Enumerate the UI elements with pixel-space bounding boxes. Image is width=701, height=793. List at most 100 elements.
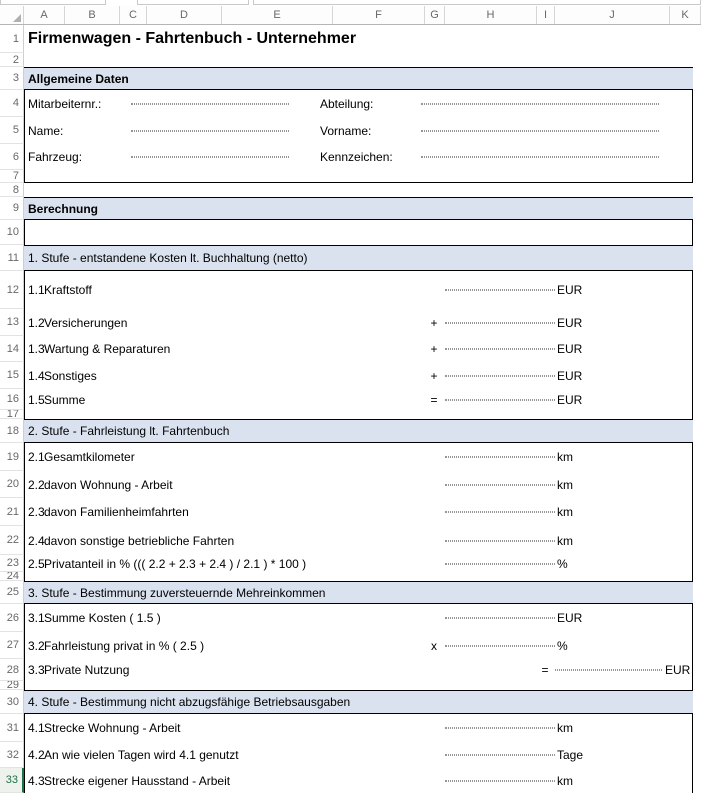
familienheimfahrten-input[interactable]	[445, 511, 555, 513]
row-header-33-active[interactable]: 33	[0, 768, 24, 793]
fahrleistung-privat-input[interactable]	[445, 645, 555, 646]
row-header-22[interactable]: 22	[0, 526, 24, 555]
row-header-25[interactable]: 25	[0, 581, 24, 604]
row-header-17[interactable]: 17	[0, 410, 24, 419]
row-header-21[interactable]: 21	[0, 498, 24, 526]
row-header-23[interactable]: 23	[0, 555, 24, 572]
column-header-d[interactable]: D	[147, 6, 222, 24]
row-header-19[interactable]: 19	[0, 443, 24, 471]
abteilung-input[interactable]	[421, 103, 659, 104]
summe-kosten-input[interactable]	[445, 617, 555, 619]
column-header-h[interactable]: H	[445, 6, 537, 24]
item-label: An wie vielen Tagen wird 4.1 genutzt	[44, 748, 239, 762]
item-label: Fahrleistung privat in % ( 2.5 )	[44, 638, 205, 653]
row-header-26[interactable]: 26	[0, 604, 24, 632]
column-header-c[interactable]: C	[120, 6, 147, 24]
section-header-stufe-4: 4. Stufe - Bestimmung nicht abzugsfähige…	[24, 690, 693, 714]
row-header-7[interactable]: 7	[0, 170, 24, 183]
row-header-15[interactable]: 15	[0, 362, 24, 389]
calc-row-4-1: 4.1 Strecke Wohnung - Arbeit km	[24, 714, 693, 742]
name-box[interactable]	[0, 0, 106, 5]
kennzeichen-input[interactable]	[421, 156, 659, 158]
row-header-27[interactable]: 27	[0, 632, 24, 659]
row-header-2[interactable]: 2	[0, 53, 24, 67]
item-number: 1.5	[28, 392, 45, 407]
row-header-20[interactable]: 20	[0, 471, 24, 498]
row-header-6[interactable]: 6	[0, 144, 24, 170]
row-header-29[interactable]: 29	[0, 681, 24, 690]
row-header-16[interactable]: 16	[0, 389, 24, 410]
item-label: Strecke eigener Hausstand - Arbeit	[44, 773, 231, 788]
row-header-12[interactable]: 12	[0, 271, 24, 309]
strecke-wohnung-arbeit-input[interactable]	[445, 727, 555, 729]
row-header-8[interactable]: 8	[0, 183, 24, 197]
unit-label: EUR	[557, 392, 583, 407]
versicherungen-input[interactable]	[445, 322, 555, 323]
private-nutzung-input[interactable]	[555, 669, 662, 671]
vorname-input[interactable]	[421, 130, 659, 131]
calc-row-1-5: 1.5 Summe = EUR	[24, 389, 693, 410]
column-header-e[interactable]: E	[222, 6, 333, 24]
operator: +	[430, 342, 438, 356]
sonstiges-input[interactable]	[445, 375, 555, 376]
section-header-stufe-3: 3. Stufe - Bestimmung zuversteuernde Meh…	[24, 581, 693, 604]
unit-label: km	[557, 773, 573, 788]
item-number: 3.3	[28, 663, 45, 677]
operator: x	[431, 638, 437, 653]
row-header-4[interactable]: 4	[0, 90, 24, 117]
row-header-9[interactable]: 9	[0, 197, 24, 220]
item-number: 4.1	[28, 721, 45, 735]
column-header-f[interactable]: F	[333, 6, 425, 24]
betriebliche-fahrten-input[interactable]	[445, 540, 555, 541]
row-header-31[interactable]: 31	[0, 714, 24, 742]
row-header-11[interactable]: 11	[0, 245, 24, 271]
row-header-5[interactable]: 5	[0, 117, 24, 144]
row-header-24[interactable]: 24	[0, 572, 24, 581]
row-header-32[interactable]: 32	[0, 742, 24, 768]
fahrzeug-input[interactable]	[131, 156, 289, 158]
row-header-13[interactable]: 13	[0, 309, 24, 336]
column-header-i[interactable]: I	[537, 6, 555, 24]
item-label: Private Nutzung	[44, 663, 130, 677]
privatanteil-input[interactable]	[445, 563, 555, 564]
row-header-14[interactable]: 14	[0, 336, 24, 362]
row-header-30[interactable]: 30	[0, 690, 24, 714]
calc-row-2-3: 2.3 davon Familienheimfahrten km	[24, 498, 693, 526]
gesamtkilometer-input[interactable]	[445, 456, 555, 458]
tage-genutzt-input[interactable]	[445, 754, 555, 756]
item-number: 3.2	[28, 638, 45, 653]
column-header-b[interactable]: B	[65, 6, 120, 24]
kraftstoff-input[interactable]	[445, 289, 555, 291]
row-header-18[interactable]: 18	[0, 419, 24, 443]
name-input[interactable]	[131, 130, 289, 131]
wartung-input[interactable]	[445, 348, 555, 350]
row-header-28[interactable]: 28	[0, 659, 24, 681]
section-header-stufe-2: 2. Stufe - Fahrleistung lt. Fahrtenbuch	[24, 419, 693, 443]
unit-label: EUR	[557, 342, 583, 356]
column-header-a[interactable]: A	[24, 6, 65, 24]
strecke-hausstand-arbeit-input[interactable]	[445, 780, 555, 781]
item-number: 2.5	[28, 556, 45, 571]
fahrzeug-label: Fahrzeug:	[28, 150, 83, 164]
unit-label: EUR	[557, 315, 583, 330]
summe-input[interactable]	[445, 399, 555, 400]
insert-function-box[interactable]	[137, 0, 249, 5]
select-all-corner[interactable]	[0, 6, 24, 24]
item-number: 2.2	[28, 477, 45, 492]
row-header-10[interactable]: 10	[0, 220, 24, 245]
calc-row-3-1: 3.1 Summe Kosten ( 1.5 ) EUR	[24, 604, 693, 632]
calc-row-4-3: 4.3 Strecke eigener Hausstand - Arbeit k…	[24, 768, 693, 793]
formula-bar[interactable]	[253, 0, 701, 5]
column-header-k[interactable]: K	[670, 6, 701, 24]
select-all-icon	[13, 14, 21, 22]
row-header-3[interactable]: 3	[0, 67, 24, 90]
column-header-j[interactable]: J	[555, 6, 670, 24]
wohnung-arbeit-input[interactable]	[445, 484, 555, 485]
item-number: 2.4	[28, 533, 45, 548]
row-header-1[interactable]: 1	[0, 25, 24, 53]
unit-label: EUR	[665, 663, 691, 677]
calc-row-2-2: 2.2 davon Wohnung - Arbeit km	[24, 471, 693, 498]
item-label: Strecke Wohnung - Arbeit	[44, 721, 181, 735]
column-header-g[interactable]: G	[425, 6, 445, 24]
mitarbeiternr-input[interactable]	[131, 103, 289, 104]
